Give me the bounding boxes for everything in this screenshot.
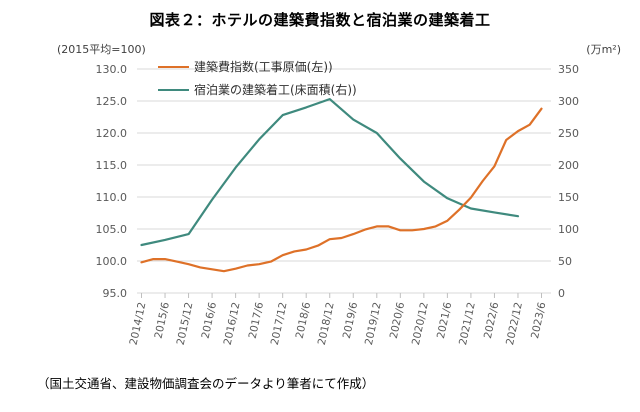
right-axis-tick-labels: 0 50 100 150 200 250 300 350 (558, 63, 579, 300)
svg-text:120.0: 120.0 (96, 127, 128, 140)
series-line-lodging-floor-area (140, 97, 520, 247)
svg-text:2014/12: 2014/12 (128, 301, 149, 346)
svg-text:2022/12: 2022/12 (504, 301, 525, 346)
legend: 建築費指数(工事原価(左)) 宿泊業の建築着工(床面積(右)) (158, 55, 357, 101)
svg-text:125.0: 125.0 (96, 95, 128, 108)
svg-text:2018/12: 2018/12 (316, 301, 337, 346)
svg-text:100: 100 (558, 223, 579, 236)
x-axis-tick-marks (141, 293, 542, 298)
svg-text:2023/6: 2023/6 (529, 301, 548, 340)
x-axis-tick-labels: 2014/12 2015/6 2015/12 2016/6 2016/12 2017/6 2… (128, 301, 549, 346)
svg-text:2020/6: 2020/6 (388, 301, 407, 340)
svg-text:300: 300 (558, 95, 579, 108)
left-axis-tick-labels: 95.0 100.0 105.0 110.0 115.0 120.0 125.0 130.0 (96, 63, 128, 300)
series-line-construction-cost-index (140, 107, 543, 273)
legend-line-swatch-orange (158, 65, 189, 68)
svg-text:2015/12: 2015/12 (175, 301, 196, 346)
svg-text:95.0: 95.0 (103, 287, 128, 300)
svg-text:100.0: 100.0 (96, 255, 128, 268)
svg-text:50: 50 (558, 255, 572, 268)
svg-text:2022/6: 2022/6 (482, 301, 501, 340)
svg-text:2016/12: 2016/12 (222, 301, 243, 346)
legend-item-construction-cost-index: 建築費指数(工事原価(左)) (158, 55, 357, 78)
svg-text:2015/6: 2015/6 (153, 301, 172, 340)
right-axis-unit-label: (万m²) (586, 43, 621, 56)
svg-text:2021/6: 2021/6 (435, 301, 454, 340)
svg-text:2021/12: 2021/12 (457, 301, 478, 346)
svg-text:0: 0 (558, 287, 565, 300)
svg-text:110.0: 110.0 (96, 191, 128, 204)
svg-text:2019/12: 2019/12 (363, 301, 384, 346)
svg-text:105.0: 105.0 (96, 223, 128, 236)
svg-text:2020/12: 2020/12 (410, 301, 431, 346)
svg-text:200: 200 (558, 159, 579, 172)
svg-text:2018/6: 2018/6 (294, 301, 313, 340)
left-axis-unit-label: (2015平均=100) (57, 43, 146, 56)
chart-title: 図表２：ホテルの建築費指数と宿泊業の建築着工 (149, 11, 491, 29)
gridlines (137, 68, 551, 294)
svg-text:115.0: 115.0 (96, 159, 128, 172)
source-note: （国土交通省、建設物価調査会のデータより筆者にて作成） (37, 376, 375, 391)
svg-text:250: 250 (558, 127, 579, 140)
legend-line-swatch-teal (158, 88, 189, 91)
legend-label-lodging-floor-area: 宿泊業の建築着工(床面積(右)) (194, 83, 357, 97)
svg-text:2019/6: 2019/6 (341, 301, 360, 340)
svg-text:130.0: 130.0 (96, 63, 128, 76)
svg-text:2017/12: 2017/12 (269, 301, 290, 346)
svg-text:350: 350 (558, 63, 579, 76)
legend-label-construction-cost-index: 建築費指数(工事原価(左)) (194, 60, 333, 74)
svg-text:2016/6: 2016/6 (200, 301, 219, 340)
svg-text:150: 150 (558, 191, 579, 204)
legend-item-lodging-floor-area: 宿泊業の建築着工(床面積(右)) (158, 78, 357, 101)
svg-text:2017/6: 2017/6 (247, 301, 266, 340)
